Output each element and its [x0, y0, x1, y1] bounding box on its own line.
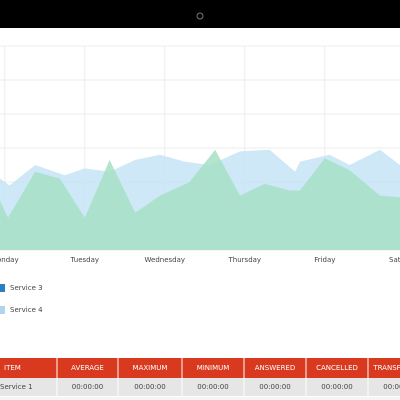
column-header: ANSWERED [255, 364, 296, 372]
table-row [0, 378, 400, 396]
table-cell: Service 1 [0, 383, 33, 391]
x-tick-label: Wednesday [145, 256, 186, 264]
column-header: CANCELLED [316, 364, 358, 372]
area [0, 149, 400, 250]
legend-swatch [0, 306, 5, 314]
table-cell: 00:00:00 [197, 383, 228, 391]
table-cell: 00:00:00 [259, 383, 290, 391]
x-tick-label: Monday [0, 256, 19, 264]
top-bar [0, 0, 400, 28]
column-header: MINIMUM [197, 364, 230, 372]
column-header: ITEM [4, 364, 21, 372]
x-tick-label: Thursday [228, 256, 262, 264]
legend-label: Service 4 [10, 306, 43, 314]
column-header: MAXIMUM [133, 364, 168, 372]
legend-swatch [0, 284, 5, 292]
table-cell: 00:00:00 [72, 383, 103, 391]
camera-icon [196, 12, 204, 20]
legend-label: Service 3 [10, 284, 43, 292]
column-header: AVERAGE [71, 364, 104, 372]
table-cell: 00:00:00 [383, 383, 400, 391]
table-cell: 00:00:00 [321, 383, 352, 391]
x-tick-label: Saturday [389, 256, 400, 264]
x-tick-label: Tuesday [70, 256, 99, 264]
table-header [0, 358, 400, 378]
column-header: TRANSFERRED [372, 364, 400, 372]
table-row [0, 397, 400, 400]
x-tick-label: Friday [314, 256, 335, 264]
table-cell: 00:00:00 [134, 383, 165, 391]
